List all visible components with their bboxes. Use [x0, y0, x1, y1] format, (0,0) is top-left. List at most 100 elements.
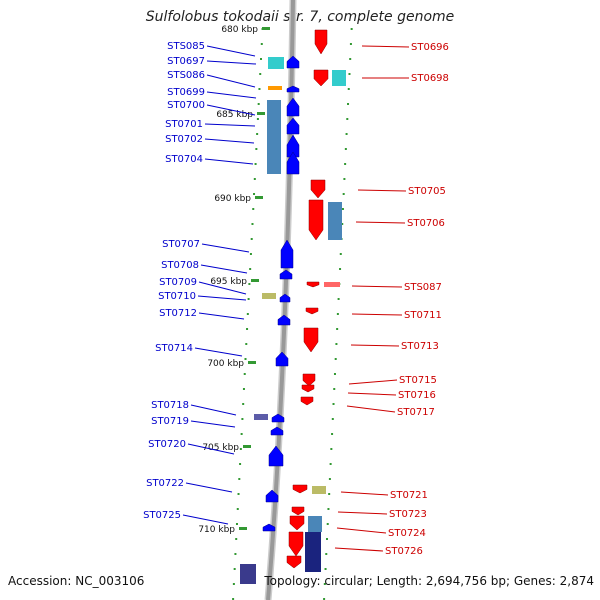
right-track-dot: [344, 163, 347, 165]
forward-gene-label: ST0699: [167, 87, 205, 98]
left-track-dot: [233, 568, 236, 570]
forward-gene-label: ST0718: [151, 400, 189, 411]
map-title: Sulfolobus tokodaii str. 7, complete gen…: [145, 9, 455, 25]
forward-feature-navy: [240, 564, 256, 584]
forward-leader-line: [194, 347, 243, 357]
reverse-gene-arrow: [305, 307, 319, 315]
reverse-gene-label: ST0726: [385, 546, 423, 557]
forward-gene-arrow: [277, 314, 291, 326]
forward-leader-line: [201, 243, 250, 253]
left-track-dot: [236, 508, 239, 510]
forward-feature-purple: [254, 414, 268, 420]
scale-label: 690 kbp: [214, 194, 251, 204]
forward-gene-label: ST0708: [161, 260, 199, 271]
forward-feature-orange: [268, 86, 282, 90]
left-track-dot: [253, 193, 256, 195]
left-track-dot: [246, 328, 249, 330]
forward-gene-arrow: [286, 55, 300, 69]
right-track-dot: [324, 568, 327, 570]
right-track-dot: [342, 193, 345, 195]
left-track-dot: [244, 358, 247, 360]
reverse-gene-label: ST0696: [411, 42, 449, 53]
left-track-dot: [260, 43, 263, 45]
right-track-dot: [328, 493, 331, 495]
forward-gene-arrow: [270, 426, 284, 436]
right-track-dot: [349, 58, 352, 60]
reverse-gene-arrow: [302, 373, 316, 387]
forward-gene-arrow: [286, 117, 300, 135]
forward-gene-arrow: [262, 523, 276, 532]
reverse-gene-arrow: [291, 506, 305, 516]
forward-feature-olive: [262, 293, 276, 299]
forward-gene-label: ST0725: [143, 510, 181, 521]
scale-tick: [257, 112, 265, 115]
reverse-feature-navy: [305, 532, 321, 572]
right-track-dot: [336, 313, 339, 315]
forward-leader-line: [198, 312, 245, 320]
forward-leader-line: [190, 420, 236, 428]
reverse-leader-line: [361, 45, 410, 48]
forward-feature-cyan: [268, 57, 284, 69]
reverse-feature-olive: [312, 486, 326, 494]
left-track-dot: [249, 268, 252, 270]
forward-leader-line: [185, 482, 233, 493]
reverse-leader-line: [336, 527, 387, 534]
reverse-gene-label: ST0711: [404, 310, 442, 321]
right-track-dot: [326, 523, 329, 525]
reverse-gene-label: ST0706: [407, 218, 445, 229]
forward-gene-label: ST0714: [155, 343, 193, 354]
right-track-dot: [339, 253, 342, 255]
right-track-dot: [347, 88, 350, 90]
forward-leader-line: [200, 264, 248, 274]
forward-gene-label: ST0702: [165, 134, 203, 145]
right-track-dot: [325, 538, 328, 540]
forward-leader-line: [182, 514, 229, 525]
forward-gene-label: ST0700: [167, 100, 205, 111]
reverse-gene-arrow: [289, 515, 305, 531]
forward-gene-label: ST0709: [159, 277, 197, 288]
scale-tick: [262, 27, 270, 30]
scale-label: 700 kbp: [207, 359, 244, 369]
forward-gene-arrow: [268, 445, 284, 467]
right-track-dot: [323, 598, 326, 600]
right-track-dot: [346, 118, 349, 120]
reverse-gene-label: ST0724: [388, 528, 426, 539]
scale-label: 695 kbp: [210, 277, 247, 287]
reverse-gene-arrow: [301, 384, 315, 393]
left-track-dot: [241, 418, 244, 420]
right-track-dot: [329, 463, 332, 465]
forward-gene-label: ST0704: [165, 154, 203, 165]
left-track-dot: [252, 208, 255, 210]
right-track-dot: [331, 418, 334, 420]
left-track-dot: [253, 178, 256, 180]
right-track-dot: [330, 448, 333, 450]
left-track-dot: [259, 73, 262, 75]
reverse-leader-line: [351, 285, 403, 288]
reverse-leader-line: [346, 405, 396, 413]
reverse-gene-arrow: [303, 327, 319, 353]
reverse-gene-label: ST0723: [389, 509, 427, 520]
reverse-gene-arrow: [288, 531, 304, 557]
reverse-gene-arrow: [314, 29, 328, 55]
reverse-feature-cyan: [332, 70, 346, 86]
forward-gene-label: ST0697: [167, 56, 205, 67]
right-track-dot: [339, 268, 342, 270]
left-track-dot: [242, 403, 245, 405]
forward-gene-label: ST0722: [146, 478, 184, 489]
forward-leader-line: [206, 45, 256, 57]
left-track-dot: [238, 478, 241, 480]
left-track-dot: [246, 313, 249, 315]
left-track-dot: [239, 463, 242, 465]
reverse-feature-pink: [324, 282, 340, 287]
forward-feature-steel: [267, 100, 281, 174]
right-track-dot: [325, 553, 328, 555]
forward-leader-line: [206, 91, 257, 99]
reverse-gene-arrow: [308, 199, 324, 241]
left-track-dot: [256, 133, 259, 135]
right-track-dot: [323, 583, 326, 585]
forward-gene-label: ST0701: [165, 119, 203, 130]
forward-leader-line: [206, 60, 257, 65]
left-track-dot: [260, 58, 263, 60]
scale-label: 685 kbp: [216, 110, 253, 120]
reverse-gene-label: ST0716: [398, 390, 436, 401]
